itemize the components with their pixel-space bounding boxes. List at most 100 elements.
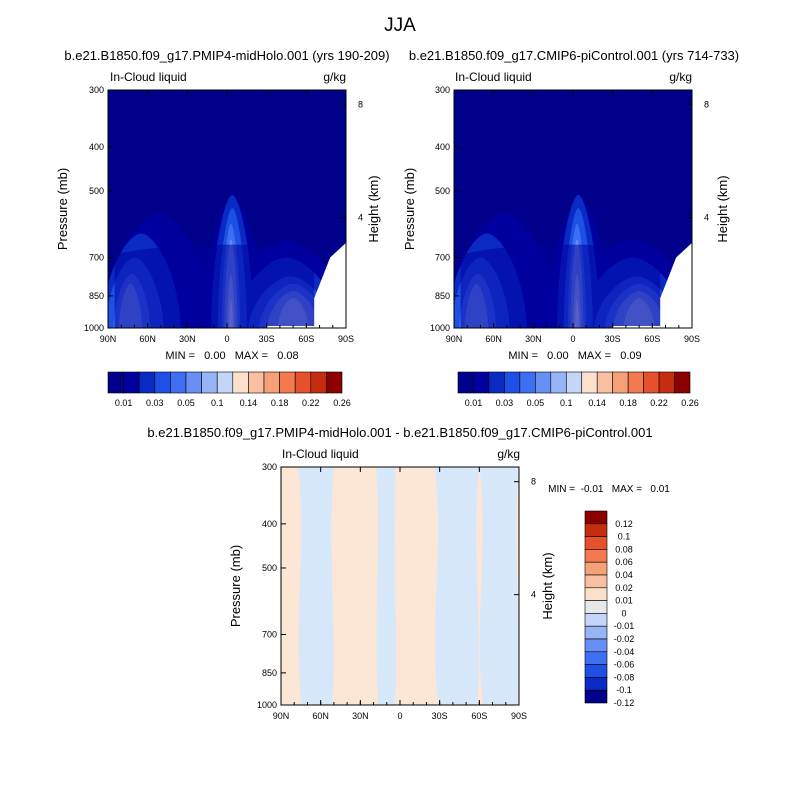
negative-region-3 bbox=[376, 467, 396, 705]
y-tick-label: 1000 bbox=[84, 323, 104, 333]
colorbar-label: -0.1 bbox=[616, 685, 632, 695]
colorbar-box bbox=[310, 371, 327, 394]
colorbar-box bbox=[584, 677, 608, 691]
colorbar: 0.12 0.1 0.08 0.06 0.04 0.02 0.01 0 -0.01 -0.02 -0… bbox=[584, 510, 635, 708]
missing-data-mask bbox=[314, 242, 346, 328]
colorbar-label: 0.03 bbox=[496, 398, 514, 408]
plot-area: 90N 60N 30N 0 30S 60S 90S 300 400 500 700 850 1000 8 4 bbox=[257, 462, 536, 721]
colorbar-label: 0.02 bbox=[615, 583, 633, 593]
colorbar-box bbox=[584, 600, 608, 614]
colorbar-box bbox=[658, 371, 675, 394]
unit-label: g/kg bbox=[669, 70, 692, 84]
missing-data-mask bbox=[660, 242, 692, 328]
height-tick-label: 4 bbox=[358, 213, 363, 223]
x-tick-label: 30S bbox=[259, 334, 275, 344]
y-tick-label: 1000 bbox=[430, 323, 450, 333]
colorbar-box bbox=[154, 371, 171, 394]
x-tick-label: 30S bbox=[605, 334, 621, 344]
colorbar-box bbox=[107, 371, 124, 394]
x-tick-label: 60N bbox=[485, 334, 502, 344]
x-tick-label: 30S bbox=[432, 711, 448, 721]
colorbar-box bbox=[584, 638, 608, 653]
colorbar-label: 0.04 bbox=[615, 570, 633, 580]
height-axis-title: Height (km) bbox=[540, 552, 555, 619]
missing-data-strip bbox=[266, 326, 315, 328]
colorbar-box bbox=[584, 523, 608, 537]
colorbar-label: -0.04 bbox=[614, 647, 635, 657]
colorbar-label: 0.18 bbox=[271, 398, 289, 408]
colorbar-label: 0.12 bbox=[615, 519, 633, 529]
contour-band-lower-troposphere bbox=[114, 244, 315, 328]
panel-title: b.e21.B1850.f09_g17.PMIP4-midHolo.001 - … bbox=[147, 425, 652, 440]
colorbar-box bbox=[627, 371, 644, 394]
colorbar-label: 0.05 bbox=[177, 398, 195, 408]
colorbar-box bbox=[584, 664, 608, 678]
y-axis-title: Pressure (mb) bbox=[228, 545, 243, 627]
y-tick-label: 700 bbox=[89, 252, 104, 262]
colorbar-label: 0.26 bbox=[681, 398, 699, 408]
x-tick-label: 30N bbox=[352, 711, 369, 721]
x-tick-label: 60S bbox=[644, 334, 660, 344]
x-tick-label: 0 bbox=[224, 334, 229, 344]
x-tick-label: 90N bbox=[446, 334, 463, 344]
colorbar-box bbox=[535, 371, 552, 394]
colorbar-box bbox=[326, 371, 343, 394]
colorbar-box bbox=[565, 371, 583, 394]
x-tick-label: 60S bbox=[471, 711, 487, 721]
min-max-text: MIN = 0.00 MAX = 0.08 bbox=[165, 350, 298, 362]
colorbar-box bbox=[550, 371, 567, 394]
colorbar-label: 0.01 bbox=[465, 398, 483, 408]
panel-difference: b.e21.B1850.f09_g17.PMIP4-midHolo.001 - … bbox=[147, 425, 670, 721]
colorbar-box bbox=[643, 371, 660, 394]
colorbar-box bbox=[216, 371, 234, 394]
colorbar-box bbox=[612, 371, 629, 394]
colorbar-label: -0.06 bbox=[614, 660, 635, 670]
negative-region-6 bbox=[479, 467, 519, 705]
y-tick-label: 850 bbox=[435, 291, 450, 301]
colorbar-label: 0.01 bbox=[115, 398, 133, 408]
colorbar-label: 0.1 bbox=[211, 398, 224, 408]
colorbar-box bbox=[674, 371, 691, 394]
y-tick-label: 300 bbox=[435, 85, 450, 95]
colorbar-box bbox=[279, 371, 296, 394]
colorbar-label: 0.22 bbox=[302, 398, 320, 408]
panel-top-left: b.e21.B1850.f09_g17.PMIP4-midHolo.001 (y… bbox=[55, 48, 390, 408]
variable-label: In-Cloud liquid bbox=[282, 447, 359, 461]
colorbar-box bbox=[201, 371, 218, 394]
panel-title: b.e21.B1850.f09_g17.PMIP4-midHolo.001 (y… bbox=[64, 48, 389, 63]
x-tick-label: 60N bbox=[139, 334, 156, 344]
x-tick-label: 90S bbox=[511, 711, 527, 721]
x-tick-label: 60N bbox=[312, 711, 329, 721]
colorbar-label: 0.08 bbox=[615, 544, 633, 554]
colorbar-box bbox=[584, 536, 608, 550]
colorbar-label: 0.1 bbox=[618, 532, 631, 542]
colorbar-box bbox=[584, 625, 608, 640]
colorbar-label: 0.14 bbox=[240, 398, 258, 408]
colorbar-box bbox=[584, 689, 608, 704]
colorbar-label: -0.02 bbox=[614, 634, 635, 644]
x-tick-label: 0 bbox=[397, 711, 402, 721]
plot-area: 90N 60N 30N 0 30S 60S 90S 300 400 500 700 850 1000 8 4 bbox=[430, 85, 709, 344]
y-tick-label: 700 bbox=[262, 629, 277, 639]
height-tick-label: 8 bbox=[531, 477, 536, 487]
colorbar: 0.01 0.03 0.05 0.1 0.14 0.18 0.22 0.26 bbox=[457, 371, 699, 408]
colorbar-box bbox=[584, 510, 608, 525]
panel-top-right: b.e21.B1850.f09_g17.CMIP6-piControl.001 … bbox=[402, 48, 739, 408]
y-tick-label: 850 bbox=[89, 291, 104, 301]
colorbar-box bbox=[248, 371, 265, 394]
colorbar-box bbox=[138, 371, 156, 394]
colorbar-box bbox=[581, 371, 598, 394]
colorbar-label: 0.03 bbox=[146, 398, 164, 408]
colorbar-box bbox=[584, 561, 608, 576]
negative-region-1 bbox=[298, 467, 334, 705]
height-axis-title: Height (km) bbox=[715, 175, 730, 242]
y-axis-title: Pressure (mb) bbox=[55, 168, 70, 250]
colorbar-label: 0.14 bbox=[588, 398, 606, 408]
y-tick-label: 1000 bbox=[257, 700, 277, 710]
colorbar: 0.01 0.03 0.05 0.1 0.14 0.18 0.22 0.26 bbox=[107, 371, 351, 408]
y-tick-label: 500 bbox=[435, 186, 450, 196]
height-tick-label: 8 bbox=[358, 100, 363, 110]
colorbar-box bbox=[584, 574, 608, 589]
colorbar-label: 0.26 bbox=[333, 398, 351, 408]
